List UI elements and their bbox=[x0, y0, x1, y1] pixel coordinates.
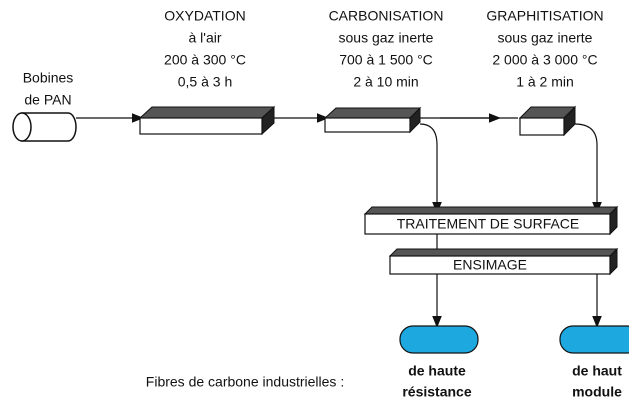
product-label: résistance bbox=[402, 384, 471, 400]
product-capsule bbox=[559, 325, 629, 354]
stage-line: 1 à 2 min bbox=[516, 74, 574, 90]
stage-line: 0,5 à 3 h bbox=[178, 74, 233, 90]
stage-line: OXYDATION bbox=[164, 8, 245, 24]
stage-line: sous gaz inerte bbox=[339, 30, 434, 46]
source-label: Bobines bbox=[23, 70, 74, 86]
stage-line: 2 000 à 3 000 °C bbox=[492, 52, 597, 68]
stage-label: CARBONISATION sous gaz inerte 700 à 1 50… bbox=[329, 8, 444, 90]
source-label: de PAN bbox=[24, 92, 71, 108]
product-label: module bbox=[572, 384, 622, 400]
treatment-label: ENSIMAGE bbox=[453, 257, 527, 273]
product-label: de haute bbox=[408, 363, 466, 379]
arrow bbox=[419, 123, 442, 214]
treatment-bar: ENSIMAGE bbox=[388, 247, 619, 276]
furnace bbox=[323, 106, 422, 134]
furnace bbox=[138, 105, 276, 136]
product-label: de haut bbox=[572, 363, 622, 379]
stage-label: OXYDATION à l'air 200 à 300 °C 0,5 à 3 h bbox=[164, 8, 246, 90]
stage-label: GRAPHITISATION sous gaz inerte 2 000 à 3… bbox=[486, 8, 603, 90]
stage-line: sous gaz inerte bbox=[498, 30, 593, 46]
stage-line: 200 à 300 °C bbox=[164, 52, 246, 68]
stage-line: à l'air bbox=[188, 30, 221, 46]
stage-line: GRAPHITISATION bbox=[486, 8, 603, 24]
products-caption: Fibres de carbone industrielles : bbox=[146, 374, 344, 390]
furnace bbox=[518, 105, 577, 137]
stage-line: 700 à 1 500 °C bbox=[339, 52, 433, 68]
treatment-bar: TRAITEMENT DE SURFACE bbox=[363, 205, 619, 236]
arrow bbox=[574, 123, 602, 214]
spool bbox=[12, 112, 77, 142]
product-capsule bbox=[399, 325, 479, 354]
stage-line: CARBONISATION bbox=[329, 8, 444, 24]
treatment-label: TRAITEMENT DE SURFACE bbox=[397, 216, 580, 232]
stage-line: 2 à 10 min bbox=[353, 74, 418, 90]
